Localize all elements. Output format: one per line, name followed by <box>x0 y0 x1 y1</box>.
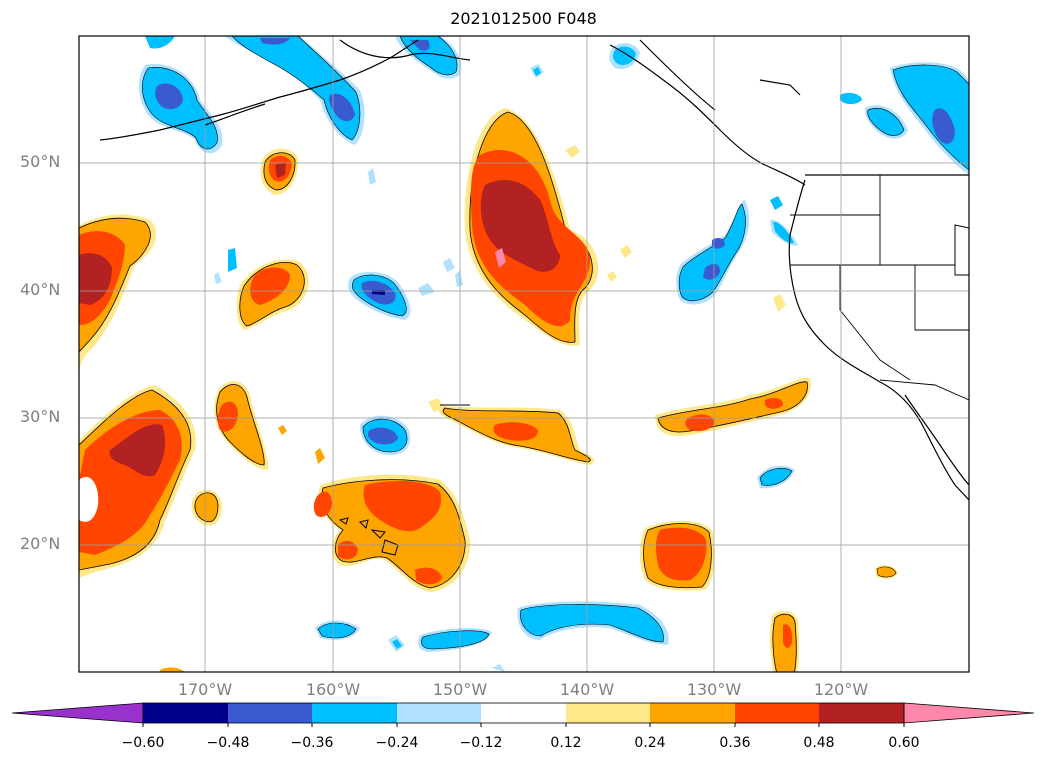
colorbar-tick-label: 0.48 <box>803 735 835 751</box>
positive-anomaly-164w-50n <box>260 148 299 195</box>
positive-anomaly-west-40n <box>79 214 157 375</box>
colorbar-tick-label: −0.12 <box>459 735 503 751</box>
lon-label-160w: 160°W <box>305 680 361 699</box>
positive-anomaly-central <box>464 108 599 346</box>
negative-anomaly-north-160w <box>225 36 365 145</box>
lat-label-20n: 20°N <box>20 534 61 553</box>
negative-anomaly-northeast <box>840 62 969 175</box>
colorbar-extend-low <box>11 702 144 724</box>
negative-anomaly-north-130w <box>530 43 640 78</box>
negative-anomaly-small-spots <box>214 168 798 672</box>
positive-anomaly-131w-20n <box>639 520 716 591</box>
islands <box>338 404 470 556</box>
negative-anomaly-130w-40n <box>676 200 750 305</box>
state-borders <box>790 175 969 401</box>
lat-label-30n: 30°N <box>20 407 61 426</box>
positive-anomaly-127w-30n <box>655 377 811 436</box>
negative-anomaly-157w-29n <box>360 415 411 455</box>
colorbar-tick-label: −0.48 <box>206 735 250 751</box>
lon-label-150w: 150°W <box>432 680 488 699</box>
negative-anomaly-north-170w <box>138 36 223 154</box>
coastlines <box>99 39 969 501</box>
colorbar <box>11 702 1035 727</box>
positive-anomaly-145w-30n <box>438 405 595 465</box>
positive-anomaly-165w <box>236 259 309 330</box>
lon-label-130w: 130°W <box>686 680 742 699</box>
lat-label-50n: 50°N <box>20 152 61 171</box>
colorbar-tick-label: −0.36 <box>290 735 334 751</box>
positive-anomaly-170w-22n <box>191 489 222 526</box>
negative-anomaly-158w-40n <box>348 271 411 320</box>
colorbar-tick-label: 0.60 <box>888 735 920 751</box>
lat-label-40n: 40°N <box>20 280 61 299</box>
positive-anomaly-124w-south <box>769 610 800 672</box>
gridlines <box>79 36 969 672</box>
positive-anomaly-southwest <box>79 385 196 578</box>
positive-anomaly-hawaii <box>313 474 471 592</box>
lon-label-170w: 170°W <box>177 680 233 699</box>
lon-label-140w: 140°W <box>559 680 615 699</box>
map-frame <box>78 35 970 673</box>
positive-anomaly-small-spots <box>160 145 898 672</box>
map-title: 2021012500 F048 <box>450 9 597 28</box>
negative-anomaly-north-150w <box>395 36 462 79</box>
colorbar-tick-label: 0.12 <box>550 735 582 751</box>
colorbar-extend-high <box>903 702 1035 724</box>
contour-fields <box>79 36 969 672</box>
colorbar-tick-label: −0.60 <box>121 735 165 751</box>
colorbar-tick-label: −0.24 <box>375 735 419 751</box>
colorbar-tick-label: 0.24 <box>634 735 666 751</box>
positive-anomaly-168w-30n <box>214 380 269 470</box>
colorbar-tick-label: 0.36 <box>719 735 751 751</box>
lon-label-120w: 120°W <box>813 680 869 699</box>
